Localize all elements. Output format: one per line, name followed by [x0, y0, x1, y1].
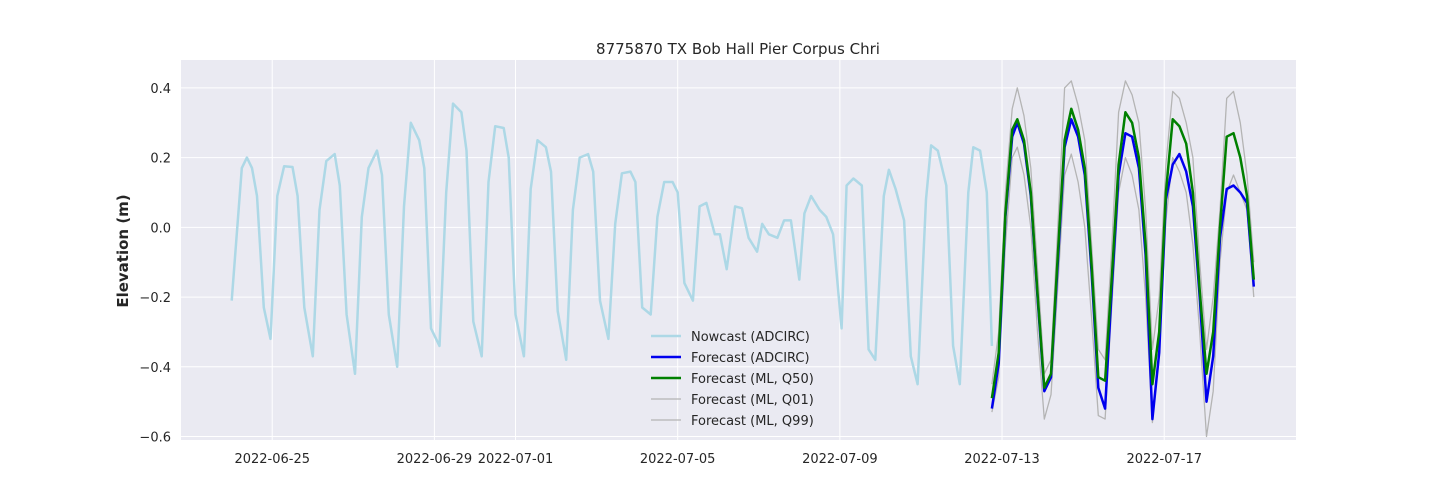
legend-label: Forecast (ML, Q99)	[691, 414, 814, 429]
legend: Nowcast (ADCIRC) Forecast (ADCIRC) Forecas…	[651, 330, 814, 429]
x-tick-label: 2022-06-25	[234, 452, 310, 467]
y-tick-label: −0.6	[139, 431, 171, 446]
series-line	[991, 146, 1255, 438]
y-tick-label: −0.2	[139, 291, 171, 306]
y-axis-label: Elevation (m)	[114, 194, 132, 307]
x-tick-label: 2022-07-13	[964, 452, 1040, 467]
x-tick-label: 2022-07-01	[478, 452, 554, 467]
series-lines	[230, 80, 1256, 438]
y-tick-label: 0.0	[150, 221, 171, 236]
y-tick-label: 0.4	[150, 82, 171, 97]
plot-background	[181, 60, 1296, 440]
legend-label: Forecast (ML, Q50)	[691, 372, 814, 387]
y-tick-labels: 0.4 0.2 0.0 −0.2 −0.4 −0.6	[139, 82, 171, 446]
x-tick-label: 2022-07-09	[802, 452, 878, 467]
x-tick-label: 2022-06-29	[397, 452, 473, 467]
legend-label: Forecast (ADCIRC)	[691, 351, 810, 366]
y-tick-label: 0.2	[150, 152, 171, 167]
x-tick-label: 2022-07-17	[1126, 452, 1202, 467]
series-line	[230, 102, 994, 386]
y-tick-label: −0.4	[139, 361, 171, 376]
x-tick-label: 2022-07-05	[640, 452, 716, 467]
x-tick-labels: 2022-06-25 2022-06-29 2022-07-01 2022-07-05…	[234, 452, 1202, 467]
legend-label: Forecast (ML, Q01)	[691, 393, 814, 408]
legend-label: Nowcast (ADCIRC)	[691, 330, 810, 345]
series-line	[990, 107, 1256, 399]
chart-title: 8775870 TX Bob Hall Pier Corpus Chri	[596, 40, 880, 58]
series-line	[991, 80, 1255, 385]
